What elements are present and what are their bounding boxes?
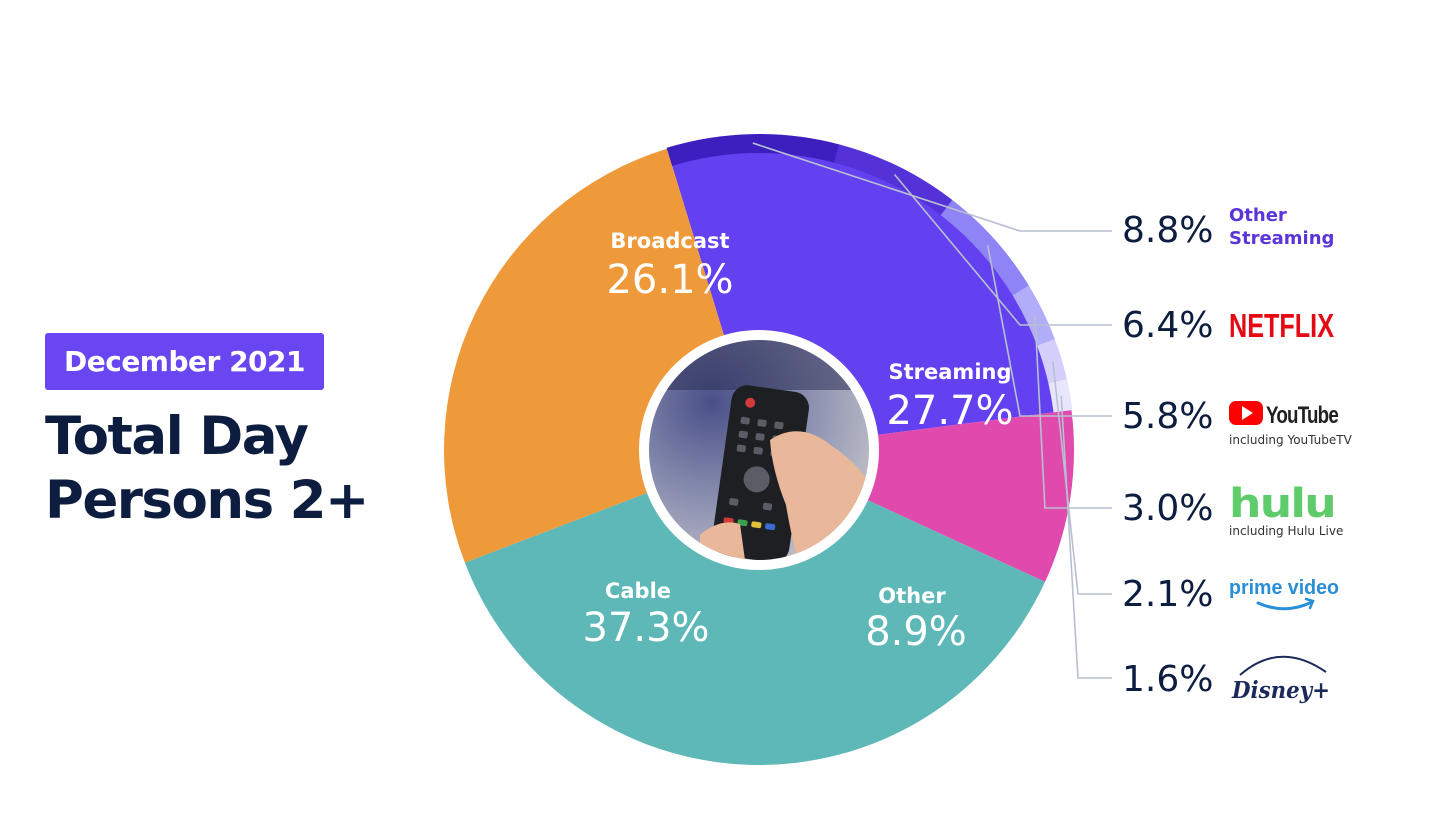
netflix-wordmark: NETFLIX xyxy=(1229,307,1334,344)
period-badge: December 2021 xyxy=(45,333,324,390)
hulu-note: including Hulu Live xyxy=(1229,524,1343,538)
other-label: Other xyxy=(878,584,946,608)
cable-label: Cable xyxy=(605,579,671,603)
leader-lines xyxy=(752,142,1112,679)
breakdown-segment-youtube xyxy=(940,200,1029,296)
hulu-logo: hulu including Hulu Live xyxy=(1229,481,1343,538)
netflix-logo: NETFLIX xyxy=(1229,307,1334,344)
prime-video-wordmark: prime video xyxy=(1229,577,1339,599)
breakdown-segment-disney-plus xyxy=(1048,378,1073,413)
broadcast-value: 26.1% xyxy=(606,257,733,303)
breakdown-value-netflix: 6.4% xyxy=(1122,305,1213,346)
other-value: 8.9% xyxy=(865,609,967,655)
breakdown-value-disney-plus: 1.6% xyxy=(1122,659,1213,700)
segment-label-streaming: Streaming 27.7% xyxy=(886,360,1013,434)
streaming-value: 27.7% xyxy=(886,388,1013,434)
breakdown-segment-hulu xyxy=(1012,285,1055,346)
streaming-breakdown-ring xyxy=(666,134,1073,413)
leader-line-prime-video xyxy=(1052,361,1112,595)
leader-line-youtube xyxy=(986,245,1112,417)
chart-title: Total Day Persons 2+ xyxy=(45,405,369,533)
other-streaming-text: Other Streaming xyxy=(1229,205,1334,249)
segment-label-cable: Cable 37.3% xyxy=(582,579,709,651)
streaming-label: Streaming xyxy=(889,360,1012,384)
title-line-1: Total Day xyxy=(45,406,309,467)
youtube-note: including YouTubeTV xyxy=(1229,433,1353,447)
breakdown-segment-prime-video xyxy=(1037,338,1067,383)
prime-video-logo: prime video xyxy=(1229,577,1339,611)
segment-cable xyxy=(464,450,1046,766)
breakdown-value-other-streaming: 8.8% xyxy=(1122,210,1213,251)
other-streaming-line-2: Streaming xyxy=(1229,228,1334,249)
prime-smile-icon xyxy=(1256,600,1314,611)
segment-label-broadcast: Broadcast 26.1% xyxy=(606,229,733,303)
breakdown-segment-netflix xyxy=(834,144,953,216)
hulu-wordmark: hulu xyxy=(1229,481,1335,527)
segment-label-other: Other 8.9% xyxy=(865,584,967,655)
leader-line-netflix xyxy=(893,174,1112,326)
leader-line-hulu xyxy=(1034,315,1112,509)
leader-line-disney-plus xyxy=(1060,395,1112,679)
tv-remote-photo xyxy=(639,330,879,570)
disney-arc-icon xyxy=(1239,655,1327,676)
youtube-logo: YouTube including YouTubeTV xyxy=(1229,401,1353,447)
youtube-wordmark: YouTube xyxy=(1266,402,1339,429)
broadcast-label: Broadcast xyxy=(610,229,729,253)
other-streaming-line-1: Other xyxy=(1229,205,1287,226)
disney-plus-wordmark: Disney+ xyxy=(1231,677,1330,704)
breakdown-value-prime-video: 2.1% xyxy=(1122,574,1213,615)
cable-value: 37.3% xyxy=(582,605,709,651)
disney-plus-logo: Disney+ xyxy=(1231,655,1330,704)
leader-line-other-streaming xyxy=(752,142,1112,232)
breakdown-value-youtube: 5.8% xyxy=(1122,396,1213,437)
breakdown-segment-other-streaming xyxy=(666,134,840,166)
title-line-2: Persons 2+ xyxy=(45,470,369,531)
breakdown-value-hulu: 3.0% xyxy=(1122,488,1213,529)
